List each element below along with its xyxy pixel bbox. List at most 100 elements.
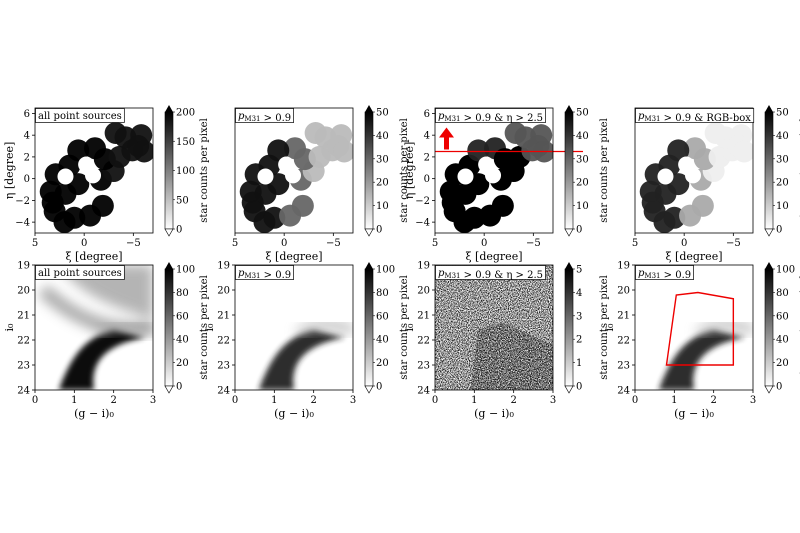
colorbar-ramp [164,111,174,230]
y-tick-label: 2 [24,152,30,163]
x-axis-label: ξ [degree] [265,250,322,263]
colorbar-min-arrow [564,228,574,237]
y-axis-label: η [degree] [403,142,416,200]
heatmap-image [435,265,553,390]
y-axis-label: η [degree] [3,142,16,200]
y-tick-label: 22 [417,336,430,347]
colorbar-tick-label: 20 [176,358,189,369]
x-tick-label: 0 [281,238,287,249]
arrow-head [439,127,454,138]
y-tick-label: 24 [617,386,630,397]
y-tick-label: 4 [424,131,430,142]
colorbar-label: star counts per pixel [599,118,610,223]
colorbar-max-arrow [565,105,573,112]
colorbar-tick-label: 40 [376,335,389,346]
panel-label-text: pM31 > 0.9 & RGB-box [638,111,751,124]
colorbar-tick-label: 150 [176,137,195,148]
colorbar-tick-label: 0 [576,382,582,393]
x-tick-label: −5 [526,238,541,249]
panel-label: pM31 > 0.9 [235,108,294,124]
colorbar-tick-label: 4 [576,288,582,299]
colorbar-tick-label: 1 [576,358,582,369]
y-tick-label: 0 [24,174,30,185]
colorbar-tick-label: 40 [576,131,589,142]
colorbar-ramp [564,111,574,230]
colorbar-tick-label: 0 [776,225,782,236]
colorbar-tick-label: 30 [776,154,789,165]
y-axis-label: i₀ [203,323,216,332]
y-tick-label: −2 [15,196,30,207]
y-tick-label: 23 [17,361,30,372]
colorbar-tick-label: 80 [776,288,789,299]
colorbar-tick-label: 60 [776,311,789,322]
x-tick-label: 1 [271,395,277,406]
y-tick-label: 2 [424,152,430,163]
label-box [235,108,294,123]
colorbar-tick-label: 80 [176,288,189,299]
rgb-tip [294,320,353,340]
colorbar-max-arrow [165,262,173,269]
x-axis-label: ξ [degree] [665,250,722,263]
y-axis-label: i₀ [603,323,616,332]
colorbar-min-arrow [164,385,174,394]
label-box [635,108,755,123]
x-tick-label: −5 [126,238,141,249]
y-tick-label: 21 [617,311,630,322]
rgb-tip [694,320,753,340]
colorbar-tick-label: 20 [576,178,589,189]
y-tick-label: 6 [24,109,30,120]
y-tick-label: 19 [217,261,230,272]
y-tick-label: 23 [217,361,230,372]
label-box [235,265,294,280]
y-tick-label: 21 [217,311,230,322]
colorbar-ramp [764,111,774,230]
y-tick-label: 24 [417,386,430,397]
y-tick-label: 23 [617,361,630,372]
colorbar-tick-label: 0 [776,382,782,393]
colorbar-tick-label: 2 [576,335,582,346]
colorbar-tick-label: 5 [576,265,582,276]
y-tick-label: 22 [17,336,30,347]
colorbar-tick-label: 100 [376,265,395,276]
colorbar-ramp [364,268,374,387]
y-tick-label: −2 [415,196,430,207]
colorbar-tick-label: 60 [376,311,389,322]
heatmap-image [439,122,553,233]
x-tick-label: 2 [110,395,116,406]
x-tick-label: 2 [510,395,516,406]
colorbar-label: star counts per pixel [199,275,210,380]
panel-label: all point sources [35,265,125,280]
x-tick-label: 5 [632,238,638,249]
y-tick-label: −4 [415,218,430,229]
x-tick-label: 3 [350,395,356,406]
colorbar-tick-label: 40 [776,131,789,142]
y-tick-label: 22 [617,336,630,347]
panel-label-text: pM31 > 0.9 & η > 2.5 [438,268,543,281]
colorbar-label: star counts per pixel [399,275,410,380]
colorbar-min-arrow [364,228,374,237]
y-tick-label: 20 [417,286,430,297]
colorbar-tick-label: 0 [576,225,582,236]
colorbar-min-arrow [564,385,574,394]
axes-frame [634,264,754,391]
y-axis-label: i₀ [3,323,16,332]
colorbar-min-arrow [164,228,174,237]
y-tick-label: 20 [617,286,630,297]
axes-frame [234,107,354,234]
colorbar-ramp [564,268,574,387]
y-tick-label: 6 [424,109,430,120]
colorbar-tick-label: 20 [376,358,389,369]
x-tick-label: 1 [471,395,477,406]
colorbar-tick-label: 50 [376,108,389,119]
panel-label-text: pM31 > 0.9 [638,268,691,281]
axes-frame [434,264,554,391]
colorbar-min-arrow [764,385,774,394]
